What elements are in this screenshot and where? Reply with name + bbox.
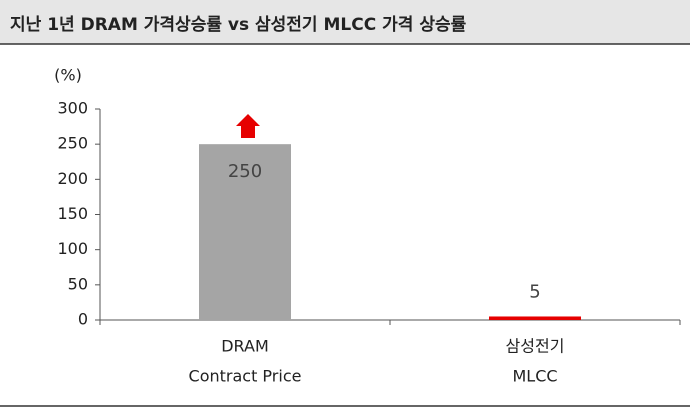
- y-axis-label: (%): [54, 66, 82, 85]
- y-tick-label: 300: [57, 99, 88, 118]
- bar: [199, 144, 291, 320]
- y-tick-label: 0: [78, 310, 88, 329]
- x-tick-label: Contract Price: [189, 367, 302, 386]
- data-label: 5: [529, 281, 540, 302]
- up-arrow: [236, 114, 260, 138]
- x-tick-label: MLCC: [512, 367, 557, 386]
- title-band: [0, 0, 690, 44]
- x-tick-label: 삼성전기: [506, 337, 565, 356]
- x-tick-label: DRAM: [221, 337, 269, 356]
- data-label: 250: [228, 161, 262, 182]
- bar: [489, 316, 581, 320]
- y-tick-label: 200: [57, 169, 88, 188]
- y-tick-label: 250: [57, 134, 88, 153]
- chart-title: 지난 1년 DRAM 가격상승률 vs 삼성전기 MLCC 가격 상승률: [10, 15, 467, 35]
- y-tick-label: 50: [68, 274, 88, 293]
- y-tick-label: 100: [57, 239, 88, 258]
- y-tick-label: 150: [57, 204, 88, 223]
